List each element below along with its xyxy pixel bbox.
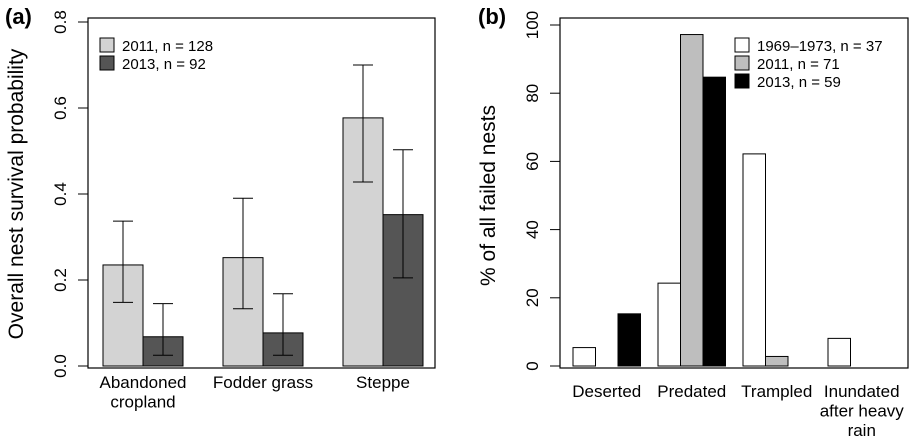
bar xyxy=(680,34,704,367)
legend-label: 2013, n = 92 xyxy=(122,56,206,73)
y-tick-label: 0.2 xyxy=(51,268,70,292)
legend-label: 2011, n = 128 xyxy=(122,38,213,55)
y-tick-label: 60 xyxy=(523,152,542,171)
legend-swatch xyxy=(734,37,750,53)
bar xyxy=(222,257,264,367)
legend-swatch xyxy=(734,73,750,89)
panel-label: (a) xyxy=(5,4,32,29)
x-tick-label: Predated xyxy=(657,382,726,401)
y-axis-label: % of all failed nests xyxy=(477,105,500,286)
x-tick-label: Abandoned cropland xyxy=(100,373,187,412)
bar xyxy=(742,153,766,367)
bar xyxy=(617,313,641,367)
y-tick-label: 40 xyxy=(523,220,542,239)
y-tick-label: 0.0 xyxy=(51,354,70,378)
y-tick-label: 80 xyxy=(523,84,542,103)
bar xyxy=(765,355,789,367)
legend-swatch xyxy=(99,55,115,71)
legend-label: 2011, n = 71 xyxy=(757,56,840,73)
plot-frame xyxy=(87,17,436,369)
x-tick-label: Deserted xyxy=(572,382,641,401)
panel-label: (b) xyxy=(478,4,506,29)
plot-frame xyxy=(559,17,909,369)
bar xyxy=(572,347,596,367)
legend-swatch xyxy=(99,37,115,53)
y-tick-label: 0.4 xyxy=(51,182,70,206)
x-tick-label: Steppe xyxy=(356,373,410,392)
y-tick-label: 0 xyxy=(523,361,542,370)
legend-label: 2013, n = 59 xyxy=(757,74,841,91)
x-tick-label: Fodder grass xyxy=(213,373,313,392)
y-tick-label: 0.6 xyxy=(51,96,70,120)
legend-label: 1969–1973, n = 37 xyxy=(757,38,883,55)
bar xyxy=(657,282,681,367)
bar xyxy=(702,76,726,367)
x-tick-label: Inundated after heavy rain xyxy=(820,382,905,438)
legend-swatch xyxy=(734,55,750,71)
y-tick-label: 20 xyxy=(523,288,542,307)
y-tick-label: 100 xyxy=(523,11,542,39)
x-tick-label: Trampled xyxy=(741,382,812,401)
bar xyxy=(827,337,851,367)
y-tick-label: 0.8 xyxy=(51,10,70,34)
y-axis-label: Overall nest survival probability xyxy=(5,48,28,339)
